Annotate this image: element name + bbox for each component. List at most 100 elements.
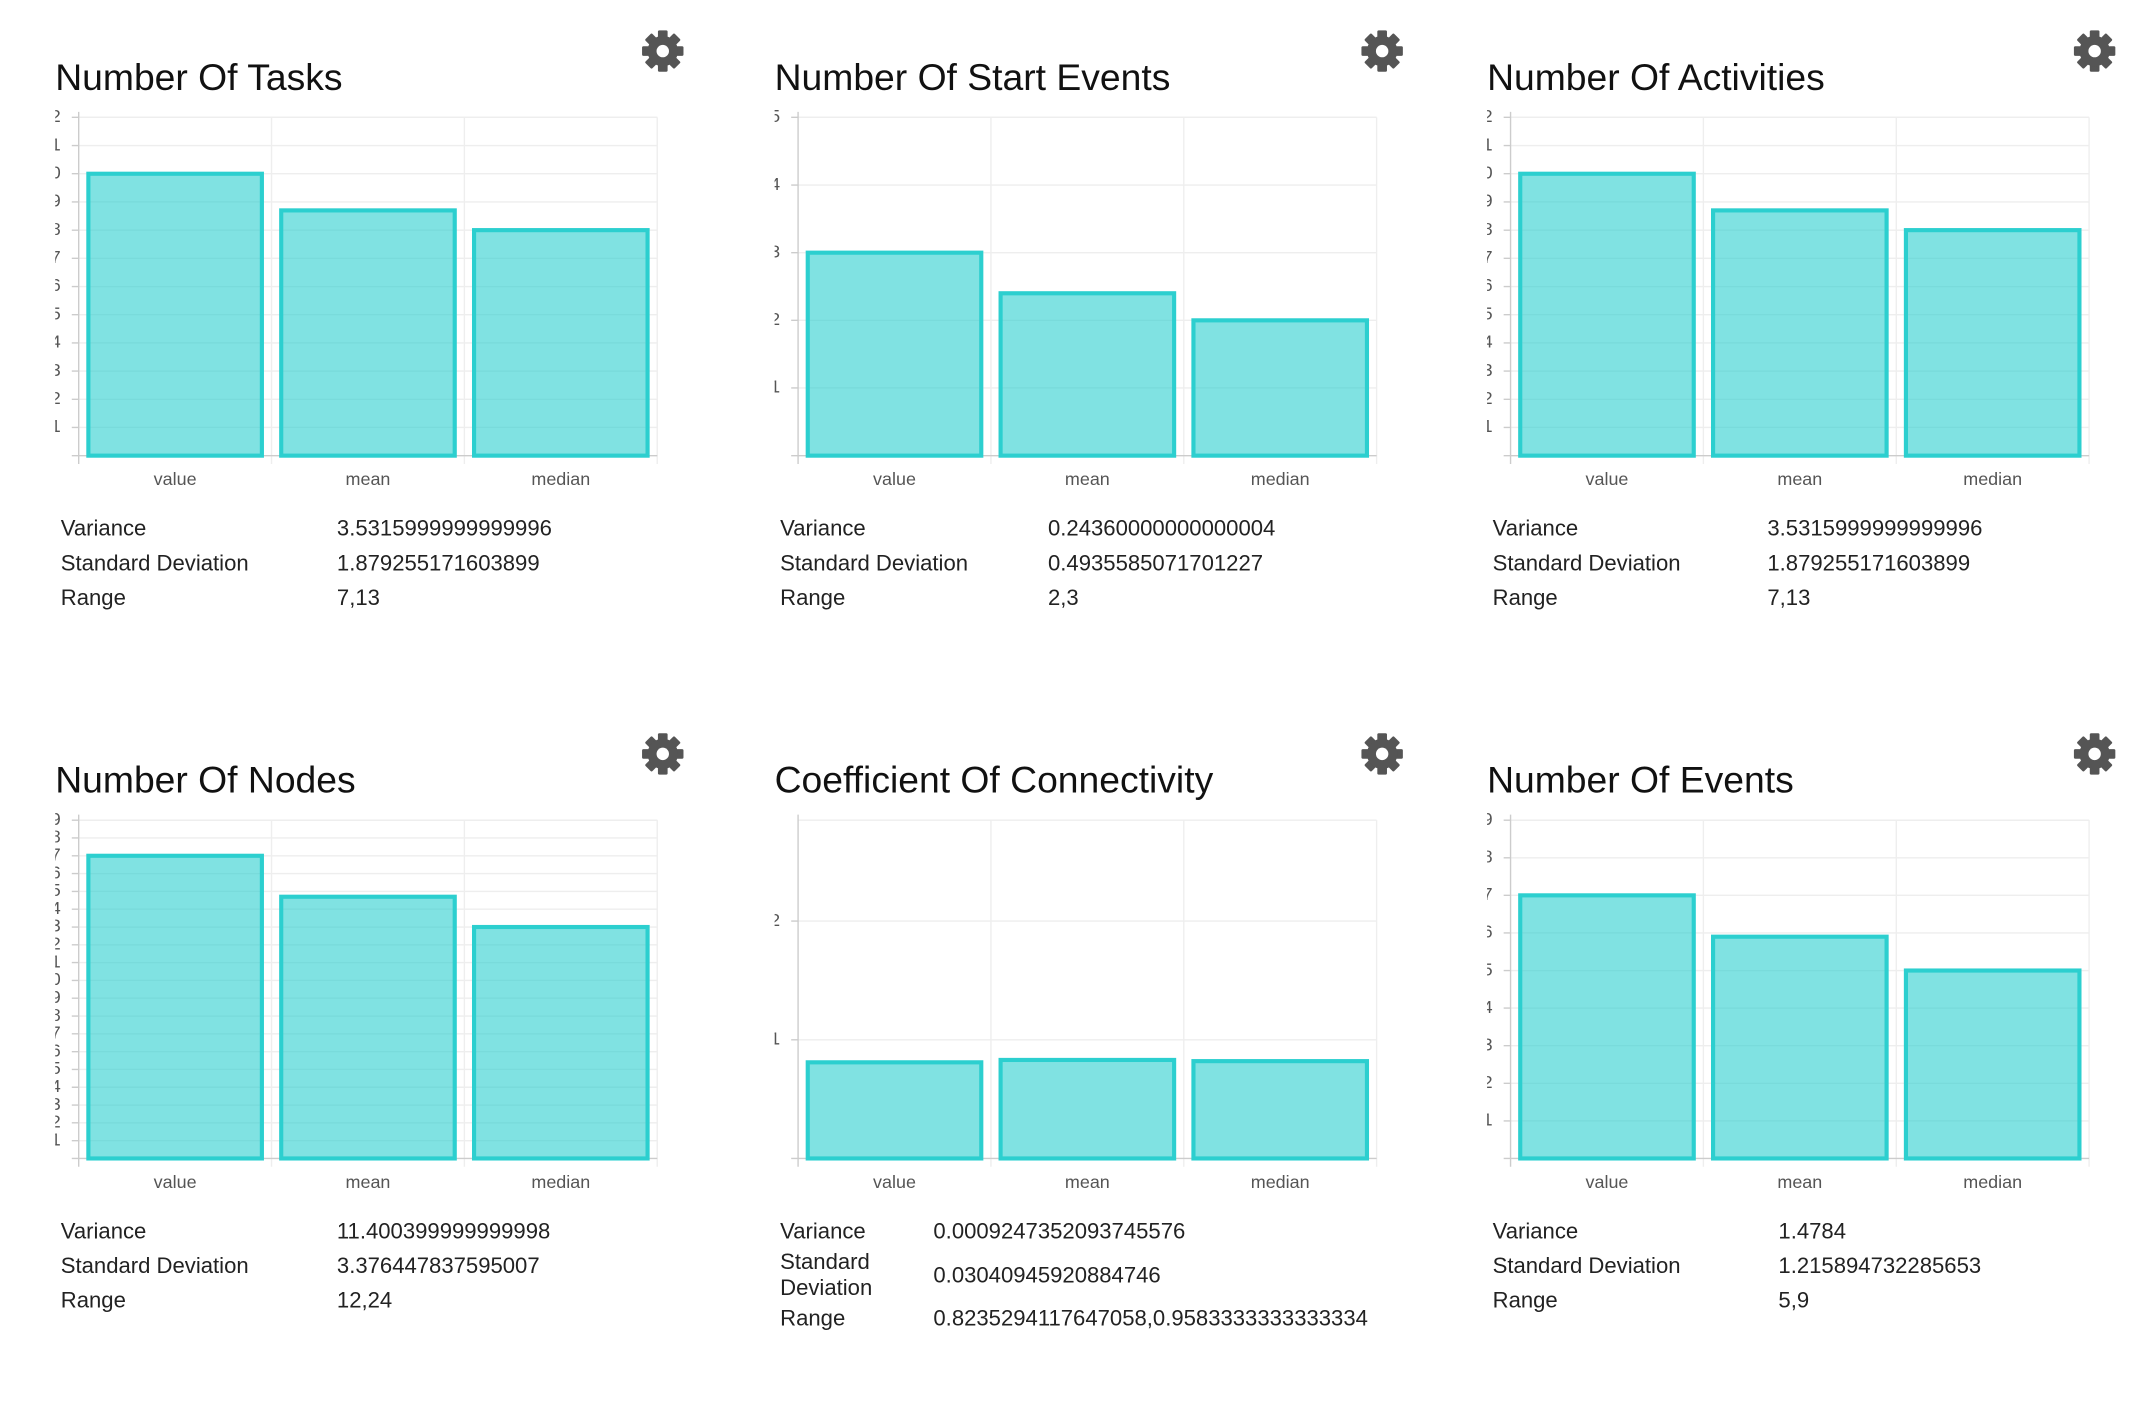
stat-value: 1.879255171603899 <box>336 552 540 576</box>
y-tick-label: 2 <box>1487 388 1493 408</box>
stats-table: Variance 11.400399999999998 Standard Devia… <box>55 1215 551 1319</box>
y-tick-label: 9 <box>55 987 61 1007</box>
y-tick-label: 3 <box>55 1094 61 1114</box>
stat-label: Standard Deviation <box>780 1250 873 1301</box>
stat-label: Range <box>780 586 846 611</box>
bar <box>1903 968 2082 1161</box>
y-tick-label: 2 <box>775 309 781 329</box>
stat-label: Variance <box>1492 517 1579 542</box>
y-tick-label: 3 <box>775 241 781 261</box>
x-tick-label: median <box>1963 469 2022 489</box>
y-tick-label: 1 <box>55 416 61 436</box>
chart-panel: Number Of Activities123456789101112value… <box>1487 0 2150 649</box>
stat-label: Variance <box>60 1220 147 1245</box>
x-tick-label: median <box>1251 1172 1310 1192</box>
settings-button[interactable] <box>1360 732 1404 776</box>
y-tick-label: 4 <box>1487 997 1493 1017</box>
y-tick-label: 17 <box>55 845 61 865</box>
x-tick-label: value <box>1586 469 1629 489</box>
y-tick-label: 7 <box>55 1023 61 1043</box>
y-tick-label: 10 <box>1487 162 1493 182</box>
bar <box>998 1057 1177 1161</box>
stat-label: Standard Deviation <box>1492 552 1681 576</box>
stats-table: Variance 0.0009247352093745576 Standard De… <box>775 1215 1368 1337</box>
stats-row: Variance 0.24360000000000004 <box>775 512 1276 547</box>
settings-button[interactable] <box>1360 29 1404 73</box>
stats-row: Standard Deviation 1.215894732285653 <box>1487 1250 1982 1285</box>
chart-title: Number Of Activities <box>1487 56 1825 99</box>
stats-row: Standard Deviation 0.03040945920884746 <box>775 1250 1368 1302</box>
bar <box>1711 208 1889 458</box>
chart-title: Number Of Tasks <box>55 56 343 99</box>
stat-label: Range <box>1492 586 1558 611</box>
y-tick-label: 9 <box>55 191 61 211</box>
settings-button[interactable] <box>641 29 685 73</box>
gear-hole <box>2088 44 2101 58</box>
stats-row: Standard Deviation 0.4935585071701227 <box>775 547 1276 582</box>
stat-value: 0.24360000000000004 <box>1048 517 1276 542</box>
x-tick-label: mean <box>1777 469 1822 489</box>
stat-label: Range <box>60 586 126 611</box>
chart-panel: Coefficient Of Connectivity 1 2 value mean me… <box>775 703 1438 1352</box>
stats-row: Variance 3.5315999999999996 <box>1487 512 1983 547</box>
chart-title: Coefficient Of Connectivity <box>774 759 1214 801</box>
stat-value: 5,9 <box>1778 1289 1810 1314</box>
settings-button[interactable] <box>2073 732 2117 776</box>
stats-table: Variance 3.5315999999999996 Standard Devia… <box>1487 512 1983 616</box>
stat-value: 7,13 <box>1767 586 1811 611</box>
y-tick-label: 6 <box>1487 922 1493 942</box>
x-tick-label: median <box>531 1172 590 1192</box>
bar <box>1518 893 1696 1161</box>
y-tick-label: 6 <box>55 1040 61 1060</box>
bar <box>805 1060 984 1161</box>
y-tick-label: 6 <box>1487 275 1493 295</box>
x-tick-label: value <box>873 1172 916 1192</box>
bar <box>1191 1059 1370 1161</box>
y-tick-label: 1 <box>1487 1110 1493 1130</box>
settings-button[interactable] <box>641 732 685 776</box>
stat-value: 11.400399999999998 <box>336 1220 551 1245</box>
gear-hole <box>656 44 669 58</box>
stats-row: Variance 11.400399999999998 <box>55 1215 551 1250</box>
settings-button[interactable] <box>2073 29 2117 73</box>
gear-hole <box>1375 747 1389 761</box>
stats-table: Variance 0.24360000000000004 Standard Devi… <box>775 512 1276 616</box>
stat-label: Variance <box>60 517 147 542</box>
y-tick-label: 8 <box>1487 219 1493 239</box>
y-tick-label: 3 <box>1487 1034 1493 1054</box>
gear-hole <box>1375 44 1389 58</box>
y-tick-label: 11 <box>1487 134 1493 154</box>
stat-label: Range <box>60 1289 126 1314</box>
y-tick-label: 16 <box>55 862 61 882</box>
chart-title: Number Of Nodes <box>55 759 356 801</box>
y-tick-label: 7 <box>1487 884 1493 904</box>
x-tick-label: value <box>873 469 916 489</box>
stat-label: Range <box>780 1307 846 1332</box>
stat-label: Standard Deviation <box>780 552 969 576</box>
y-tick-label: 3 <box>55 360 61 380</box>
x-tick-label: mean <box>346 469 391 489</box>
bar <box>86 171 264 458</box>
chart-panel: Number Of Tasks123456789101112valuemeanm… <box>55 0 718 649</box>
stat-label: Standard Deviation <box>60 552 249 576</box>
gear-hole <box>2088 747 2101 761</box>
y-tick-label: 10 <box>55 969 61 989</box>
y-tick-label: 8 <box>55 219 61 239</box>
stat-value: 1.879255171603899 <box>1767 552 1971 576</box>
x-tick-label: mean <box>1777 1172 1822 1192</box>
stat-label: Standard Deviation <box>60 1255 249 1279</box>
stats-row: Range 7,13 <box>55 581 552 616</box>
y-tick-label: 2 <box>775 910 781 930</box>
y-tick-label: 8 <box>55 1005 61 1025</box>
bar <box>1711 934 1889 1161</box>
y-tick-label: 11 <box>55 951 61 971</box>
bar <box>279 208 457 458</box>
bar <box>86 853 264 1161</box>
stats-row: Standard Deviation 3.376447837595007 <box>55 1250 550 1285</box>
chart: 123456789101112valuemeanmedian <box>55 106 658 489</box>
chart: 1 2 3 4 5 value mean median <box>775 106 1378 489</box>
y-tick-label: 5 <box>1487 303 1493 323</box>
bar <box>805 250 984 458</box>
y-tick-label: 18 <box>55 827 61 847</box>
